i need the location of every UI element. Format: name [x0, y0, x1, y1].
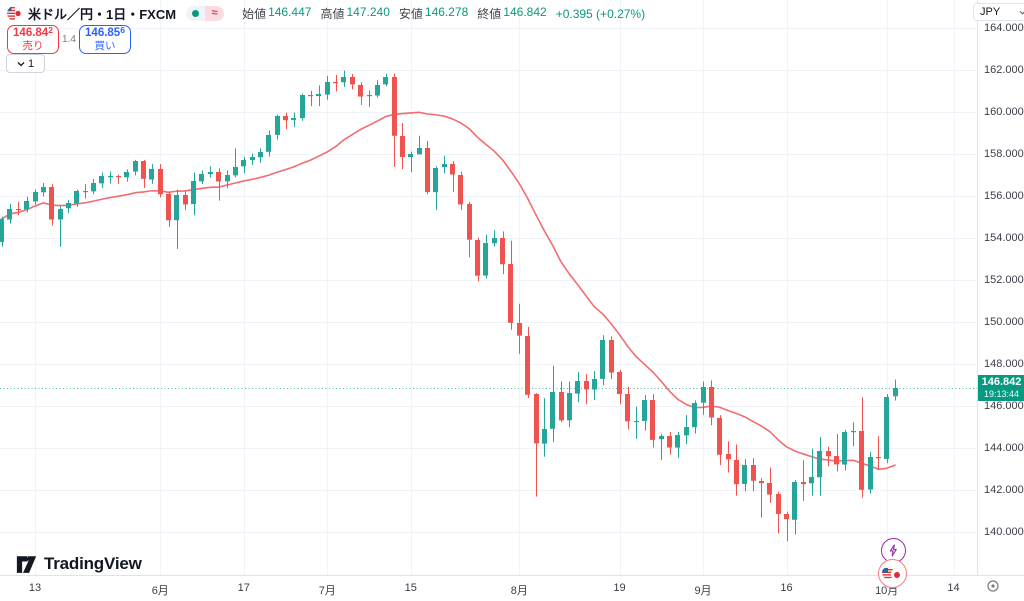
tradingview-logo-icon	[16, 555, 37, 573]
tradingview-logo[interactable]: TradingView	[16, 554, 142, 574]
change-value: +0.395 (+0.27%)	[555, 6, 646, 21]
time-tick-label: 14	[947, 582, 960, 594]
price-tick-label: 160.000	[984, 105, 1024, 118]
trade-panel: 146.842 売り 1.4 146.856 買い	[7, 25, 131, 54]
wave-icon: ≈	[205, 6, 225, 21]
time-tick-label: 7月	[318, 585, 336, 597]
buy-price: 146.856	[85, 24, 125, 39]
sell-button[interactable]: 146.842 売り	[7, 25, 59, 54]
quick-trade-button[interactable]	[881, 538, 906, 563]
price-tick-label: 150.000	[984, 315, 1024, 328]
ohlc-readout: 始値 146.447 高値 147.240 安値 146.278 終値 146.842 …	[242, 5, 645, 22]
low-label: 安値	[398, 7, 423, 21]
tradingview-logo-text: TradingView	[44, 554, 142, 573]
interval-selector-button[interactable]: 1	[6, 54, 45, 73]
currency-dropdown[interactable]: JPY	[973, 3, 1024, 21]
price-tick-label: 146.000	[984, 399, 1024, 412]
high-value: 147.240	[346, 5, 390, 19]
market-status-pill[interactable]: ≈	[186, 6, 225, 21]
time-tick-label: 6月	[151, 585, 169, 597]
lightning-bolt-icon	[889, 544, 897, 557]
close-value: 146.842	[503, 5, 547, 19]
time-tick-label: 13	[28, 582, 42, 594]
price-axis[interactable]: 146.842 19:13:44 164.000 162.000 160.000 15…	[977, 0, 1024, 575]
buy-button[interactable]: 146.856 買い	[79, 25, 131, 54]
time-tick-label: 19	[613, 582, 626, 594]
bar-countdown: 19:13:44	[983, 389, 1020, 400]
sell-price: 146.842	[13, 24, 53, 39]
buy-label: 買い	[94, 40, 116, 52]
currency-pair-button[interactable]	[878, 559, 907, 588]
symbol-title[interactable]: 米ドル／円・1日・FXCM	[28, 7, 177, 22]
time-tick-label: 10月	[875, 585, 899, 597]
time-tick-label: 8月	[510, 585, 528, 597]
price-tick-label: 144.000	[984, 441, 1024, 454]
time-tick-label: 16	[780, 582, 793, 594]
high-label: 高値	[320, 7, 345, 21]
symbol-legend: 米ドル／円・1日・FXCM ≈ 始値 146.447 高値 147.240 安値 14…	[7, 4, 645, 23]
chevron-down-icon	[1019, 10, 1024, 15]
axis-settings-icon[interactable]	[986, 579, 1002, 595]
price-tick-label: 164.000	[984, 21, 1024, 34]
interval-value: 1	[27, 57, 35, 70]
usdjpy-pair-flag-icon	[7, 6, 22, 21]
open-value: 146.447	[268, 5, 312, 19]
price-tick-label: 162.000	[984, 63, 1024, 76]
sell-label: 売り	[22, 40, 44, 52]
price-tick-label: 148.000	[984, 357, 1024, 370]
spread-value: 1.4	[62, 34, 76, 45]
close-label: 終値	[477, 7, 502, 21]
price-tick-label: 140.000	[984, 525, 1024, 538]
us-flag-icon	[882, 567, 894, 579]
time-tick-label: 17	[237, 582, 250, 594]
candlestick-chart-canvas[interactable]	[0, 0, 977, 575]
open-label: 始値	[242, 7, 267, 21]
time-tick-label: 9月	[694, 585, 712, 597]
market-open-dot-icon	[186, 6, 206, 21]
chevron-down-icon	[17, 61, 25, 66]
price-tick-label: 158.000	[984, 147, 1024, 160]
time-tick-label: 15	[404, 582, 417, 594]
time-axis[interactable]: 13 6月 17 7月 15 8月 19 9月 16 10月 14	[0, 575, 1024, 601]
currency-label: JPY	[980, 6, 1001, 18]
price-tick-label: 156.000	[984, 189, 1024, 202]
japan-flag-icon	[891, 568, 903, 580]
price-tick-label: 154.000	[984, 231, 1024, 244]
price-tick-label: 142.000	[984, 483, 1024, 496]
last-price-badge: 146.842 19:13:44	[978, 375, 1024, 402]
last-price-value: 146.842	[981, 376, 1022, 389]
price-tick-label: 152.000	[984, 273, 1024, 286]
low-value: 146.278	[424, 5, 469, 19]
